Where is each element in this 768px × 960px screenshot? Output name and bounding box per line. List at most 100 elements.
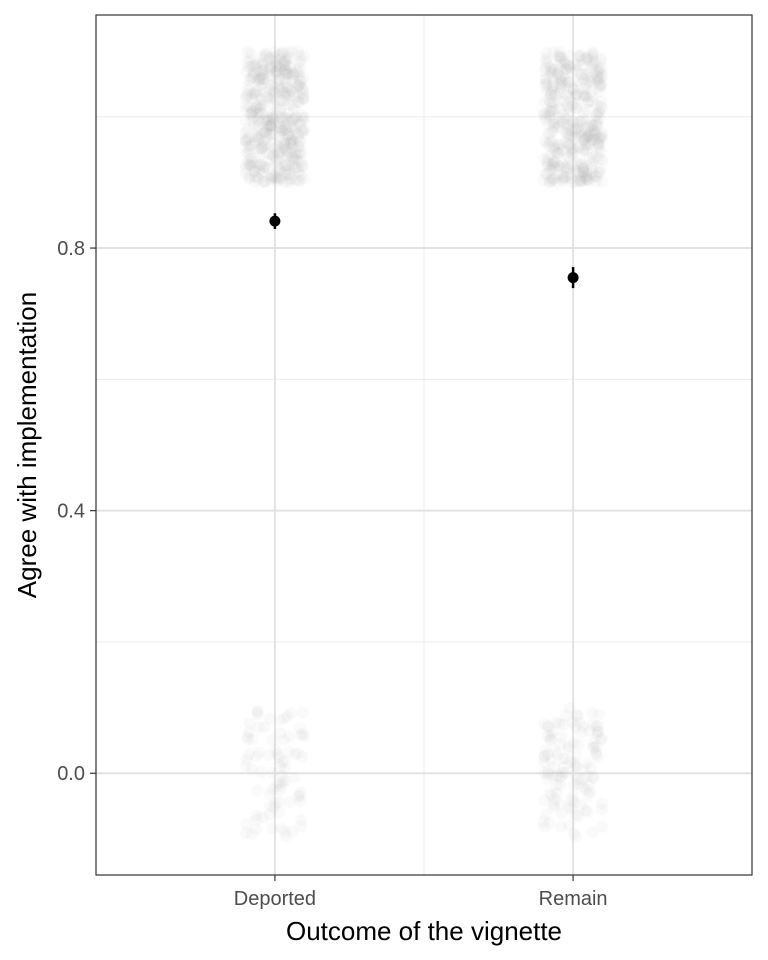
jitter-point	[253, 132, 266, 145]
jitter-point	[542, 730, 555, 743]
jitter-point	[274, 82, 287, 95]
jitter-point	[549, 89, 561, 102]
jitter-point	[588, 128, 601, 141]
jitter-point	[279, 774, 292, 787]
jitter-point	[569, 133, 582, 146]
jitter-point	[241, 733, 254, 745]
jitter-point	[279, 763, 291, 775]
jitter-point	[293, 56, 306, 69]
jitter-point	[591, 138, 604, 151]
jitter-point	[269, 797, 282, 810]
jitter-point	[279, 90, 292, 103]
jitter-point	[278, 141, 290, 154]
jitter-point	[591, 728, 604, 741]
jitter-point	[568, 796, 581, 809]
jitter-point	[292, 161, 305, 174]
jitter-point	[596, 797, 609, 810]
jitter-point	[545, 134, 558, 147]
x-tick-label: Deported	[234, 888, 316, 910]
jitter-point	[570, 88, 583, 101]
jitter-point	[593, 105, 606, 118]
jitter-point	[293, 96, 306, 109]
jitter-point	[263, 68, 276, 81]
jitter-point	[576, 160, 589, 173]
jitter-point	[278, 73, 291, 86]
jitter-point	[580, 51, 592, 64]
jitter-point	[585, 134, 597, 147]
jitter-point	[563, 819, 576, 832]
jitter-point	[254, 73, 267, 86]
jitter-point	[567, 83, 580, 96]
jitter-point	[296, 112, 309, 125]
jitter-point	[282, 128, 295, 141]
jitter-point	[586, 167, 599, 179]
jitter-point	[266, 113, 279, 126]
jitter-point	[265, 169, 278, 182]
jitter-point	[568, 131, 581, 144]
jitter-point	[549, 793, 561, 806]
jitter-point	[596, 133, 609, 146]
jitter-point	[248, 165, 261, 178]
jitter-point	[580, 90, 593, 103]
jitter-point	[542, 721, 555, 734]
x-tick-label: Remain	[539, 888, 608, 910]
jitter-point	[271, 75, 284, 87]
jitter-point	[542, 127, 555, 140]
jitter-point	[592, 726, 605, 738]
jitter-point	[278, 175, 291, 188]
jitter-point	[295, 147, 308, 160]
jitter-point	[584, 85, 597, 98]
jitter-point	[274, 103, 287, 116]
jitter-point	[261, 114, 274, 127]
jitter-point	[239, 135, 252, 148]
jitter-point	[267, 111, 280, 124]
jitter-point	[286, 45, 299, 58]
jitter-point	[570, 165, 583, 178]
jitter-point	[244, 101, 257, 114]
jitter-point	[289, 162, 302, 175]
jitter-point	[271, 65, 284, 78]
jitter-point	[564, 756, 577, 769]
jitter-point	[295, 75, 307, 88]
jitter-point	[544, 105, 557, 118]
jitter-point	[289, 161, 302, 174]
jitter-point	[575, 174, 588, 187]
jitter-point	[247, 105, 260, 118]
jitter-point	[561, 100, 574, 113]
jitter-point	[537, 174, 550, 187]
jitter-point	[583, 151, 596, 164]
jitter-point	[276, 111, 289, 124]
jitter-point	[560, 126, 573, 139]
jitter-point	[570, 102, 583, 115]
jitter-point	[247, 87, 260, 100]
jitter-point	[286, 137, 299, 150]
jitter-point	[548, 64, 560, 76]
jitter-point	[587, 47, 600, 60]
jitter-point	[267, 91, 280, 104]
jitter-point	[277, 94, 290, 107]
jitter-point	[244, 144, 257, 157]
jitter-point	[539, 808, 552, 821]
jitter-point	[591, 70, 604, 82]
jitter-point	[279, 88, 292, 100]
jitter-point	[256, 57, 268, 70]
jitter-point	[249, 175, 262, 188]
jitter-point	[563, 105, 576, 118]
jitter-point	[277, 86, 290, 99]
y-axis-title: Agree with implementation	[12, 292, 42, 598]
jitter-point	[273, 74, 286, 87]
jitter-point	[589, 175, 602, 188]
jitter-point	[282, 168, 295, 181]
jitter-point	[276, 47, 289, 60]
jitter-point	[595, 803, 608, 816]
jitter-point	[587, 742, 600, 755]
jitter-point	[555, 74, 567, 87]
jitter-point	[586, 52, 599, 65]
jitter-point	[270, 744, 283, 757]
jitter-point	[544, 733, 557, 746]
jitter-point	[262, 119, 275, 132]
jitter-point	[243, 170, 256, 183]
jitter-point	[572, 778, 585, 791]
jitter-point	[283, 796, 296, 809]
jitter-point	[283, 88, 296, 101]
